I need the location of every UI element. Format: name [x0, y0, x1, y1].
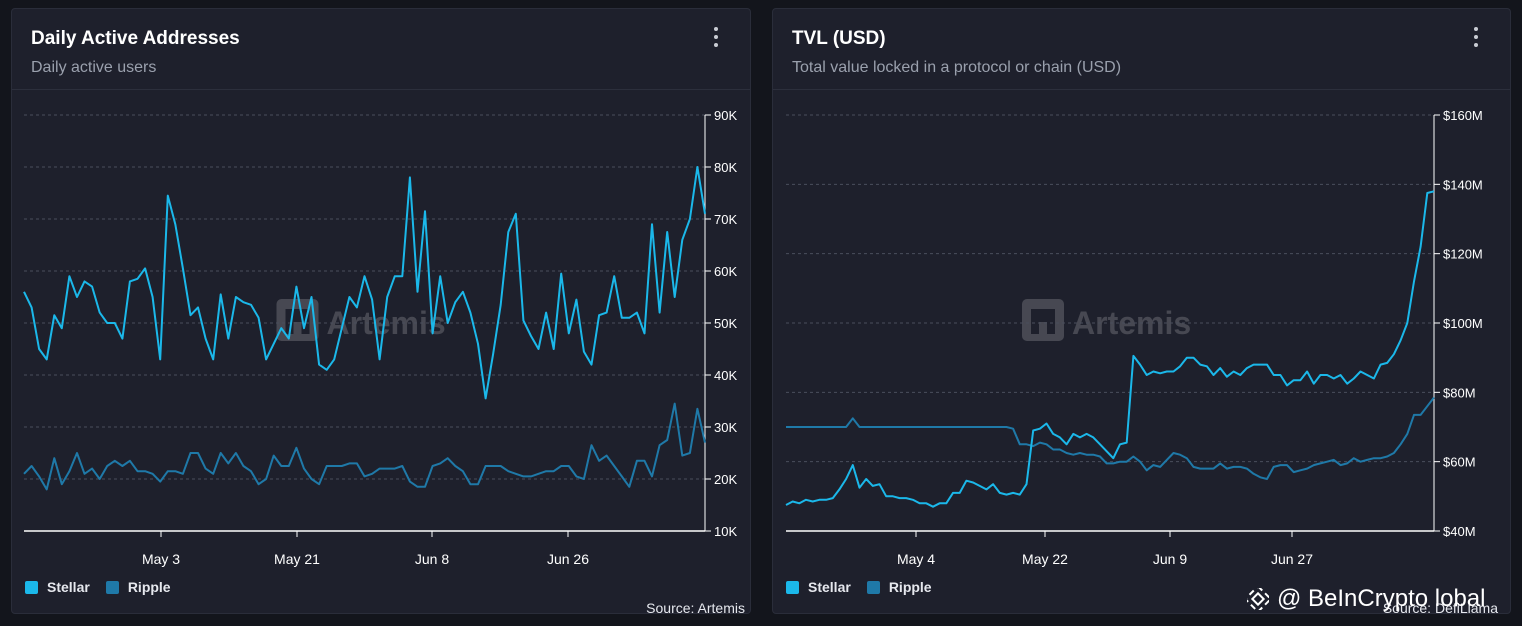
- series-line-ripple[interactable]: [23, 402, 706, 491]
- legend-swatch-stellar: [786, 580, 799, 594]
- beincrypto-logo-icon: [1247, 588, 1269, 610]
- y-tick-label: $120M: [1443, 247, 1483, 262]
- y-tick-label: 80K: [714, 160, 737, 175]
- legend-item-ripple[interactable]: Ripple: [105, 579, 171, 595]
- series-line-stellar[interactable]: [785, 190, 1435, 508]
- chart-title: TVL (USD): [792, 28, 886, 49]
- x-tick-label: May 3: [142, 551, 180, 567]
- y-tick-label: 60K: [714, 264, 737, 279]
- chart-subtitle: Daily active users: [31, 59, 157, 76]
- y-tick-label: $140M: [1443, 177, 1483, 192]
- kebab-menu-icon[interactable]: [712, 27, 720, 51]
- chart-panel-tvl: TVL (USD) Total value locked in a protoc…: [772, 8, 1511, 616]
- y-tick-label: $80M: [1443, 385, 1476, 400]
- header-divider: [773, 89, 1510, 90]
- x-tick-label: Jun 26: [547, 551, 589, 567]
- chart-panel-daily-active-addresses: Daily Active Addresses Daily active user…: [11, 8, 751, 616]
- legend-swatch-stellar: [25, 580, 38, 594]
- legend-label-ripple: Ripple: [127, 579, 171, 595]
- y-tick-label: $100M: [1443, 316, 1483, 331]
- header-divider: [12, 89, 750, 90]
- y-tick-label: 30K: [714, 420, 737, 435]
- x-tick-label: Jun 8: [415, 551, 449, 567]
- chart-legend: Stellar Ripple: [25, 579, 187, 595]
- series-line-ripple[interactable]: [786, 396, 1435, 480]
- chart-plot-tvl: Artemis $160M $140M $120M $100M $80M $60M $40M M…: [785, 108, 1483, 567]
- y-tick-label: $60M: [1443, 455, 1476, 470]
- x-tick-label: May 22: [1022, 551, 1068, 567]
- x-tick-label: Jun 9: [1153, 551, 1187, 567]
- y-tick-label: 70K: [714, 212, 737, 227]
- brand-text: @ BeInCrypto lobal: [1277, 585, 1486, 612]
- chart-legend: Stellar Ripple: [786, 579, 948, 595]
- source-label: Source: Artemis: [646, 600, 745, 616]
- y-tick-label: $40M: [1443, 524, 1476, 539]
- source-label: Source: DefiLlama: [1382, 600, 1498, 616]
- x-tick-label: May 4: [897, 551, 935, 567]
- y-tick-label: 50K: [714, 316, 737, 331]
- kebab-menu-icon[interactable]: [1472, 27, 1480, 51]
- artemis-logo-icon: Artemis: [1022, 299, 1191, 341]
- legend-item-stellar[interactable]: Stellar: [786, 579, 851, 595]
- y-tick-label: 40K: [714, 368, 737, 383]
- y-tick-label: $160M: [1443, 108, 1483, 123]
- x-tick-label: May 21: [274, 551, 320, 567]
- beincrypto-brand-overlay: @ BeInCrypto lobal: [1247, 585, 1485, 613]
- chart-subtitle: Total value locked in a protocol or chai…: [792, 59, 1122, 76]
- chart-title: Daily Active Addresses: [31, 28, 240, 49]
- y-tick-label: 10K: [714, 524, 737, 539]
- legend-label-ripple: Ripple: [888, 579, 932, 595]
- legend-swatch-ripple: [105, 580, 119, 594]
- y-tick-label: 20K: [714, 472, 737, 487]
- legend-swatch-ripple: [866, 580, 880, 594]
- legend-item-stellar[interactable]: Stellar: [25, 579, 90, 595]
- watermark-text: Artemis: [1072, 305, 1191, 341]
- legend-label-stellar: Stellar: [47, 579, 90, 595]
- legend-item-ripple[interactable]: Ripple: [866, 579, 932, 595]
- series-line-stellar[interactable]: [23, 166, 706, 400]
- x-tick-label: Jun 27: [1271, 551, 1313, 567]
- y-tick-label: 90K: [714, 108, 737, 123]
- legend-label-stellar: Stellar: [808, 579, 851, 595]
